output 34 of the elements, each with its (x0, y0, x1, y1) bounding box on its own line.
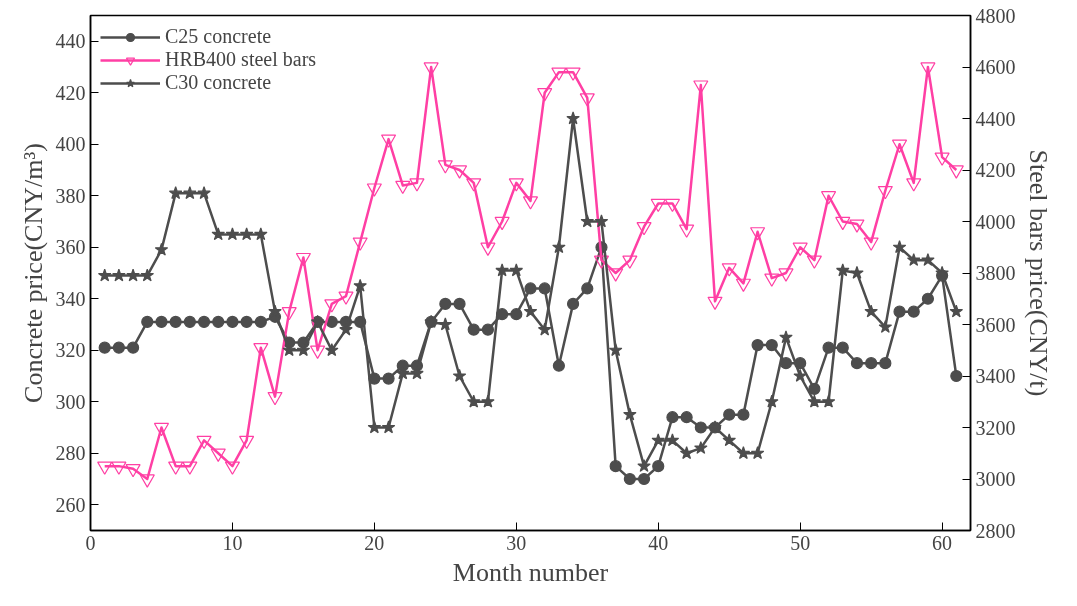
y2-tick-label: 3200 (975, 416, 1016, 439)
x-tick-label: 30 (506, 531, 527, 554)
y-tick-label: 320 (55, 339, 86, 362)
legend-label: C25 concrete (165, 25, 272, 48)
y2-tick-label: 3600 (975, 313, 1016, 336)
y2-tick-label: 2800 (975, 519, 1016, 542)
x-axis-title: Month number (452, 557, 609, 587)
y2-tick-label: 3400 (975, 365, 1016, 387)
x-tick-label: 40 (648, 531, 669, 554)
y-tick-label: 260 (55, 493, 86, 516)
y2-tick-label: 4400 (975, 107, 1016, 130)
y2-tick-label: 4600 (975, 56, 1016, 78)
y-tick-label: 280 (55, 442, 86, 465)
y2-tick-label: 3000 (975, 468, 1016, 490)
y-tick-label: 360 (55, 236, 86, 259)
y-tick-label: 440 (55, 30, 86, 53)
x-tick-label: 50 (790, 531, 811, 554)
x-tick-label: 10 (222, 531, 243, 554)
y2-tick-label: 3800 (975, 262, 1016, 284)
y-tick-label: 420 (55, 81, 86, 104)
y2-tick-label: 4200 (975, 159, 1016, 181)
x-tick-label: 20 (364, 531, 385, 554)
y2-axis-title: Steel bars price(CNY/t) (1023, 149, 1053, 397)
y-tick-label: 400 (55, 133, 86, 156)
x-tick-label: 60 (932, 531, 953, 554)
y-tick-label: 380 (55, 184, 86, 207)
y-tick-label: 300 (55, 390, 86, 413)
y2-tick-label: 4000 (975, 210, 1016, 233)
legend-label: HRB400 steel bars (165, 48, 317, 71)
y-axis-title: Concrete price(CNY/m³) (18, 143, 48, 403)
y2-tick-label: 4800 (975, 4, 1016, 27)
y-tick-label: 340 (55, 287, 86, 310)
legend-label: C30 concrete (165, 71, 272, 94)
x-tick-label: 0 (85, 531, 96, 554)
